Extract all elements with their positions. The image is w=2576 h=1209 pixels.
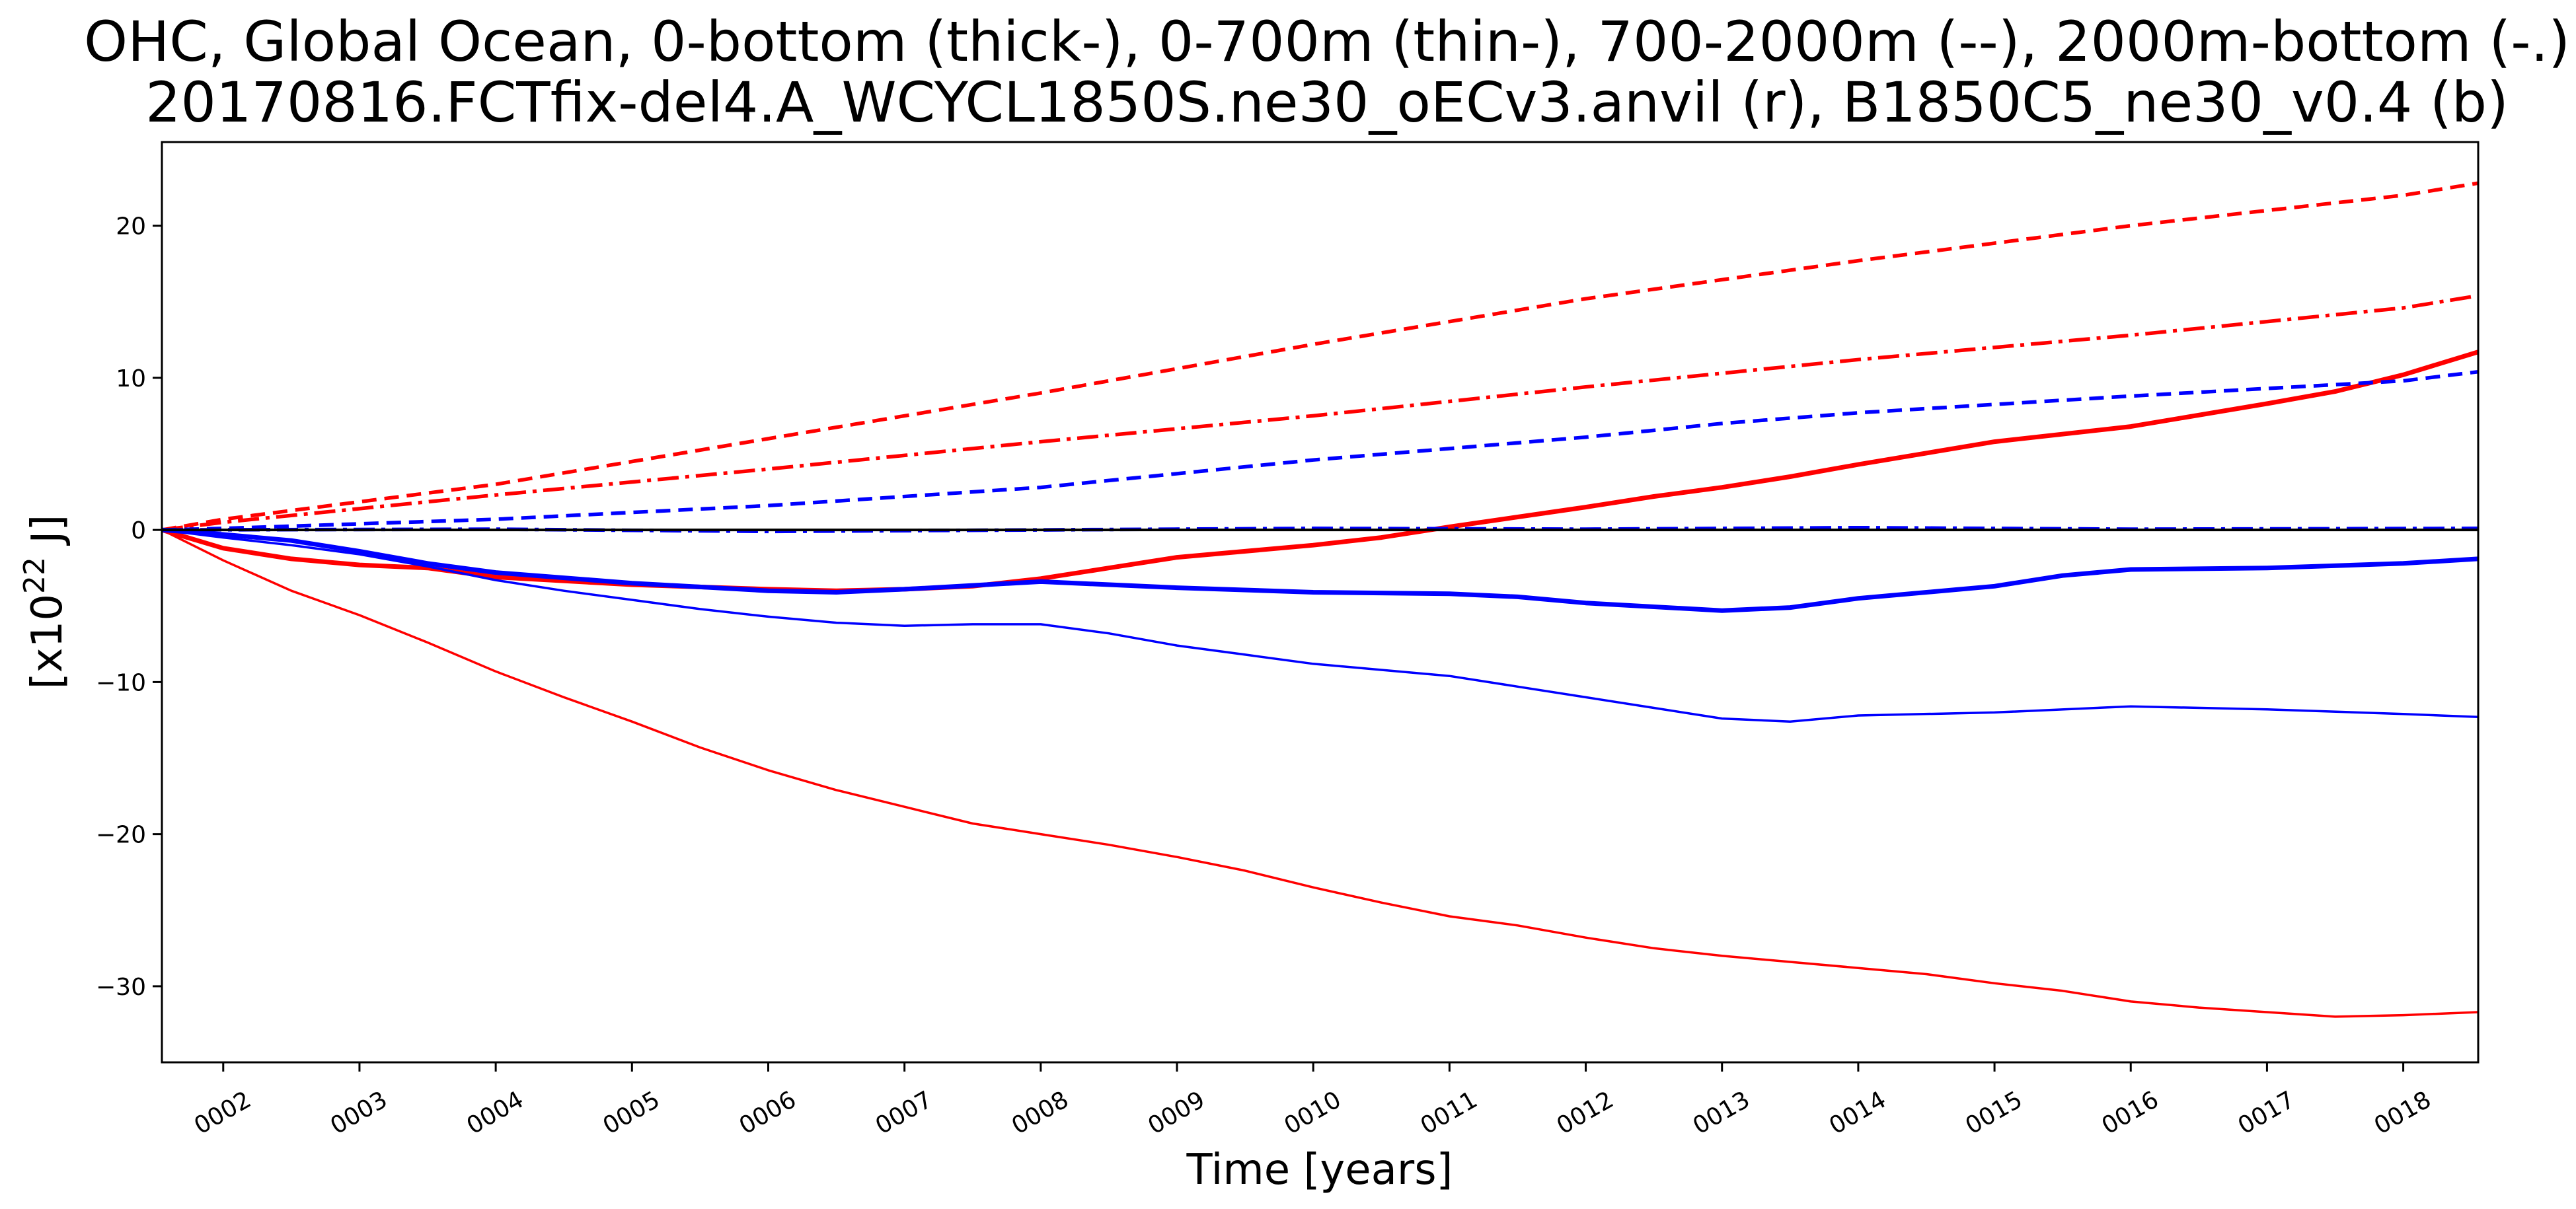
y-axis-label: [x1022 J] — [18, 515, 72, 689]
series-line-5 — [162, 527, 2478, 613]
y-tick-label: −30 — [96, 974, 146, 1001]
y-tick-label: −20 — [96, 822, 146, 849]
y-tick-label: −10 — [96, 669, 146, 696]
y-axis-ticks: −30 −20 −10 0 10 20 — [96, 213, 162, 1001]
chart-subtitle: 20170816.FCTfix-del4.A_WCYCL1850S.ne30_o… — [145, 70, 2509, 135]
plot-frame — [161, 141, 2480, 1064]
y-tick-label: 0 — [131, 517, 146, 544]
series-layer — [162, 181, 2478, 1018]
series-line-6 — [162, 529, 2478, 723]
y-tick-label: 10 — [116, 365, 146, 392]
y-tick-label: 20 — [116, 213, 146, 240]
series-line-2 — [162, 529, 2478, 1018]
y-axis-label-base: [x10 — [23, 594, 72, 689]
series-line-7 — [162, 369, 2478, 532]
y-axis-label-unit: J] — [23, 515, 72, 557]
series-line-4 — [162, 293, 2478, 532]
chart-title: OHC, Global Ocean, 0-bottom (thick-), 0-… — [84, 9, 2570, 74]
y-axis-label-exponent: 22 — [18, 557, 52, 594]
x-axis-label: Time [years] — [1186, 1146, 1453, 1194]
